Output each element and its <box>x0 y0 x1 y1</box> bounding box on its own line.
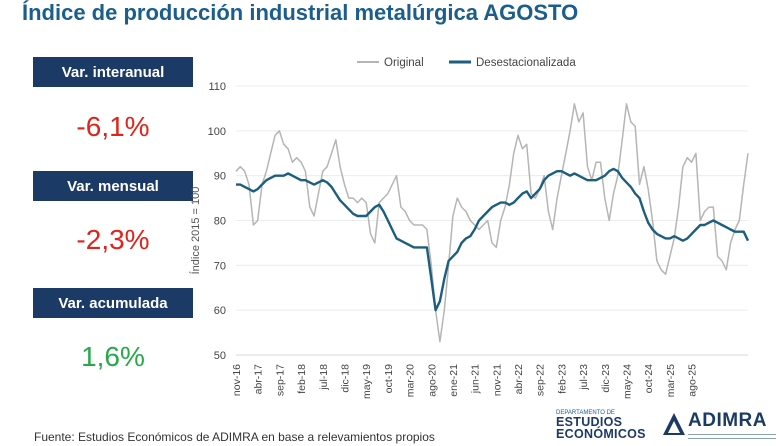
y-tick-label: 100 <box>208 126 226 138</box>
chart-series <box>235 103 750 343</box>
legend-label: Original <box>384 57 424 69</box>
chart-gridlines <box>236 85 748 311</box>
kpi-value-mensual: -2,3% <box>76 224 150 255</box>
x-tick-label: dic-23 <box>600 364 612 393</box>
page-title: Índice de producción industrial metalúrg… <box>22 0 579 25</box>
x-tick-label: jun-21 <box>470 364 482 394</box>
source-note: Fuente: Estudios Económicos de ADIMRA en… <box>34 430 435 444</box>
series-line-original <box>235 103 749 343</box>
adimra-triangle-icon <box>663 413 685 435</box>
x-tick-label: ago-25 <box>687 364 699 397</box>
x-tick-label: feb-18 <box>296 364 308 394</box>
y-tick-label: 70 <box>214 260 226 272</box>
x-tick-label: sep-17 <box>274 364 286 396</box>
kpi-label-interanual: Var. interanual <box>33 57 193 87</box>
x-tick-label: jul-18 <box>318 364 330 391</box>
x-tick-label: nov-16 <box>231 364 243 396</box>
x-tick-label: ene-21 <box>448 364 460 397</box>
adimra-logo-tagline <box>688 434 776 439</box>
x-tick-label: oct-24 <box>643 364 655 393</box>
x-tick-label: ago-20 <box>426 364 438 397</box>
kpi-label-acumulada: Var. acumulada <box>33 288 193 318</box>
kpi-label-mensual: Var. mensual <box>33 171 193 201</box>
y-tick-label: 50 <box>214 350 226 362</box>
dept-logo-line1: ESTUDIOS <box>556 415 623 429</box>
chart-legend: Original Desestacionalizada <box>357 57 576 69</box>
legend-label: Desestacionalizada <box>476 57 576 69</box>
adimra-logo: ADIMRA <box>662 410 780 446</box>
kpi-value-interanual: -6,1% <box>76 111 150 142</box>
y-tick-label: 110 <box>208 81 226 93</box>
x-axis-ticks: nov-16 abr-17 sep-17 feb-18 jul-18 dic-18 may-… <box>231 364 699 399</box>
dept-logo: DEPARTAMENTO DE ESTUDIOS ECONÓMICOS <box>556 410 656 446</box>
kpi-value-acumulada: 1,6% <box>81 341 145 372</box>
x-tick-label: may-19 <box>361 364 373 399</box>
x-tick-label: sep-22 <box>535 364 547 396</box>
x-tick-label: feb-23 <box>556 364 568 394</box>
adimra-logo-name: ADIMRA <box>688 410 767 431</box>
x-tick-label: oct-19 <box>383 364 395 393</box>
x-tick-label: mar-20 <box>405 364 417 397</box>
series-line-desestacionalizada <box>236 167 750 312</box>
x-tick-label: jul-23 <box>578 364 590 391</box>
x-tick-label: dic-18 <box>339 364 351 393</box>
dept-logo-caption: DEPARTAMENTO DE <box>556 410 615 416</box>
x-tick-label: mar-25 <box>665 364 677 397</box>
y-tick-label: 90 <box>214 171 226 183</box>
dept-logo-line2: ECONÓMICOS <box>556 427 646 441</box>
x-tick-label: abr-17 <box>253 364 265 395</box>
x-tick-label: may-24 <box>622 364 634 399</box>
y-tick-label: 60 <box>214 305 226 317</box>
x-tick-label: abr-22 <box>513 364 525 395</box>
y-axis-ticks: 50 60 70 80 90 100 110 <box>208 81 226 362</box>
y-tick-label: 80 <box>214 216 226 228</box>
x-tick-label: nov-21 <box>491 364 503 396</box>
